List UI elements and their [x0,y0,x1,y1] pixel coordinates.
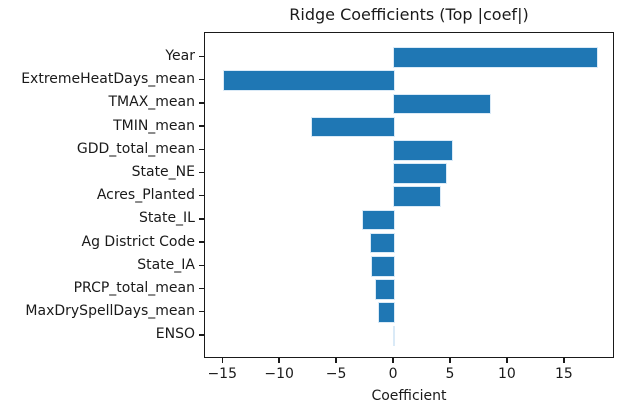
x-tick-mark-5 [449,358,451,363]
x-tick-label-10: 10 [498,366,516,382]
x-tick-label-−15: −15 [207,366,237,382]
bar-gdd-total-mean [394,141,453,160]
y-tick-mark-gdd-total-mean [199,148,204,150]
bar-state-ia [372,257,395,276]
bar-acres-planted [394,187,440,206]
y-tick-mark-tmax-mean [199,102,204,104]
x-tick-mark-0 [392,358,394,363]
y-tick-label-state-ia: State_IA [137,256,195,273]
x-tick-label-0: 0 [388,366,398,382]
bar-maxdryspelldays-mean [379,303,395,322]
y-tick-label-ag-district-code: Ag District Code [81,233,196,250]
y-tick-mark-state-ne [199,171,204,174]
y-tick-mark-year [199,55,204,58]
y-tick-label-gdd-total-mean: GDD_total_mean [76,140,195,157]
plot-area [204,32,614,358]
y-tick-label-state-ne: State_NE [131,164,195,180]
y-tick-mark-prcp-total-mean [199,287,204,290]
bar-ag-district-code [371,233,395,253]
bar-state-il [363,210,395,230]
x-axis-label: Coefficient [371,388,447,404]
y-tick-label-tmax-mean: TMAX_mean [108,94,195,111]
x-tick-mark-−10 [278,358,280,363]
y-tick-mark-extremeheatdays-mean [199,79,204,81]
y-tick-mark-enso [199,334,204,336]
y-tick-label-state-il: State_IL [139,210,195,227]
bar-year [394,48,597,67]
y-tick-mark-acres-planted [199,195,204,197]
bar-tmax-mean [394,94,490,114]
x-tick-mark-−15 [221,358,223,363]
x-tick-label-−10: −10 [264,366,294,382]
x-tick-mark-−5 [335,358,337,363]
y-tick-label-year: Year [165,48,195,64]
y-tick-label-acres-planted: Acres_Planted [96,187,195,204]
x-tick-label-−5: −5 [325,366,347,382]
y-tick-label-enso: ENSO [155,326,195,343]
x-tick-label-15: 15 [554,366,573,382]
y-tick-mark-tmin-mean [199,125,204,127]
y-tick-label-prcp-total-mean: PRCP_total_mean [73,280,195,296]
bar-extremeheatdays-mean [224,71,395,90]
bar-tmin-mean [312,117,395,137]
y-tick-label-tmin-mean: TMIN_mean [113,117,195,134]
y-tick-mark-state-il [199,218,204,220]
y-tick-label-extremeheatdays-mean: ExtremeHeatDays_mean [21,71,195,88]
x-tick-label-5: 5 [445,366,455,382]
chart-title: Ridge Coefficients (Top |coef|) [289,5,529,24]
y-tick-label-maxdryspelldays-mean: MaxDrySpellDays_mean [25,303,195,320]
y-tick-mark-ag-district-code [199,241,204,243]
bar-prcp-total-mean [375,280,395,299]
bar-state-ne [394,164,447,183]
x-tick-mark-15 [563,358,565,363]
x-tick-mark-10 [506,358,508,363]
y-tick-mark-maxdryspelldays-mean [199,311,204,313]
y-tick-mark-state-ia [199,264,204,266]
